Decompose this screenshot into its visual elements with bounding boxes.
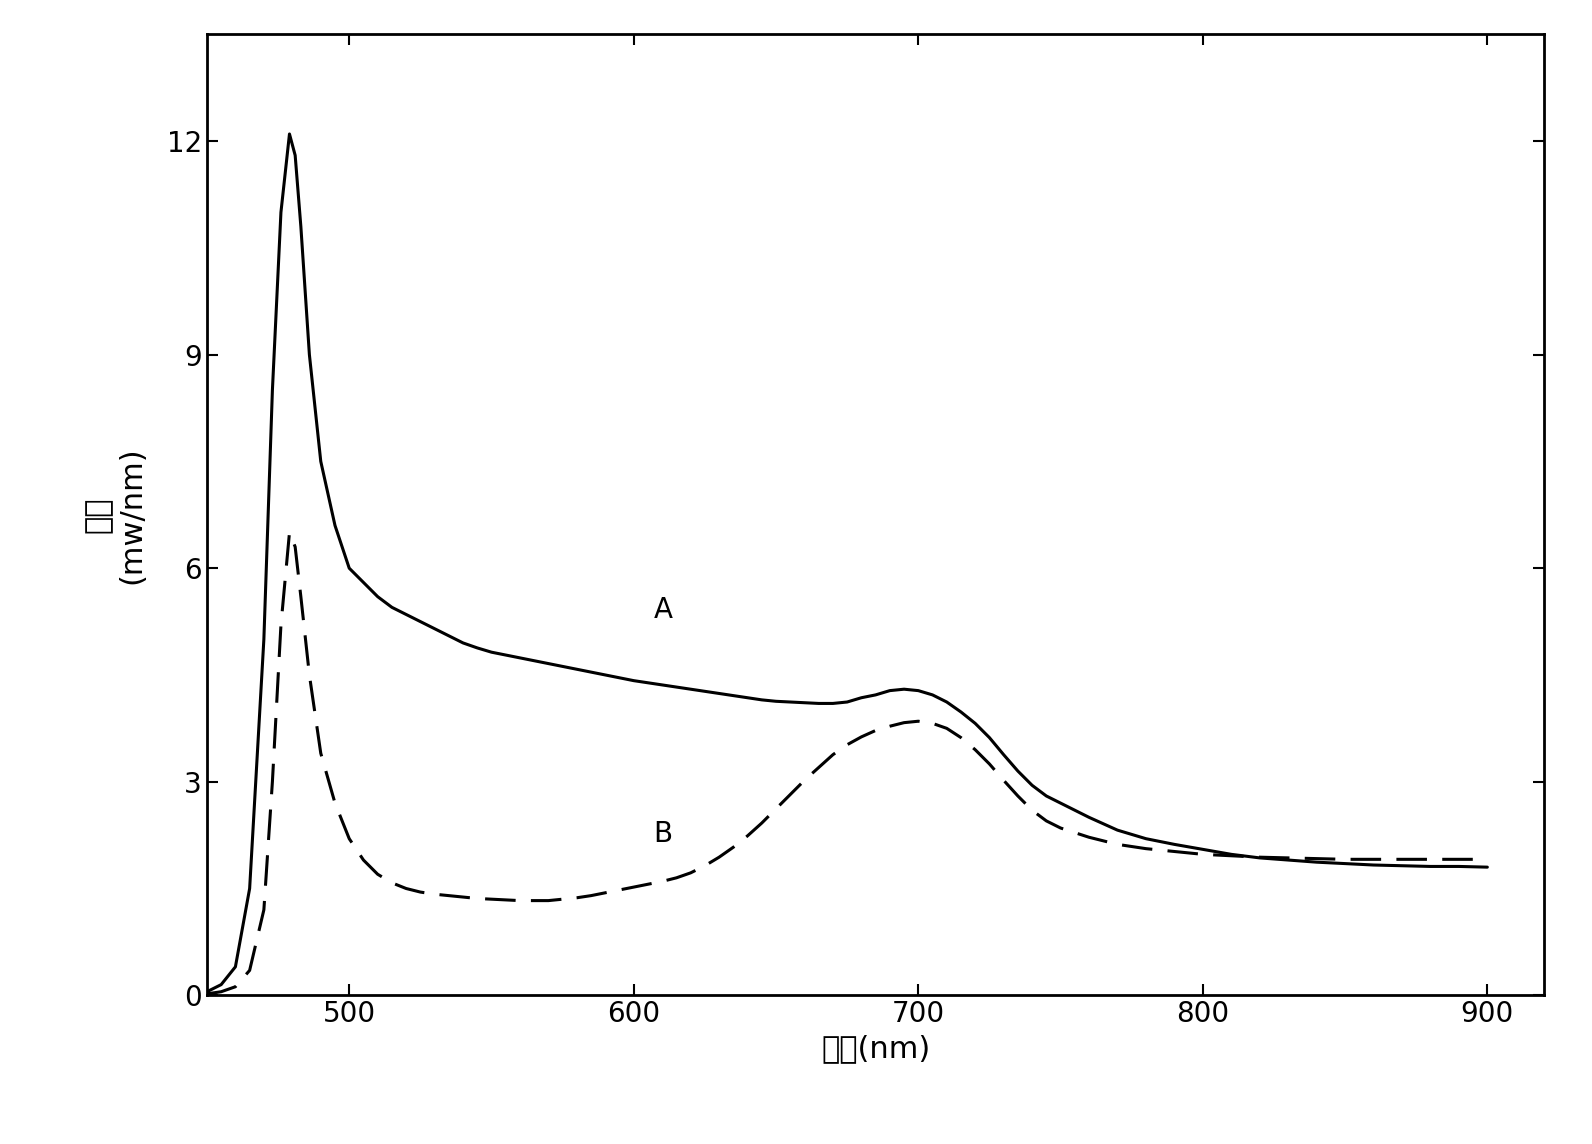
Text: B: B [654, 820, 673, 848]
Text: A: A [654, 596, 673, 623]
Y-axis label: 功率
(mw/nm): 功率 (mw/nm) [83, 446, 146, 583]
X-axis label: 波长(nm): 波长(nm) [821, 1034, 930, 1063]
